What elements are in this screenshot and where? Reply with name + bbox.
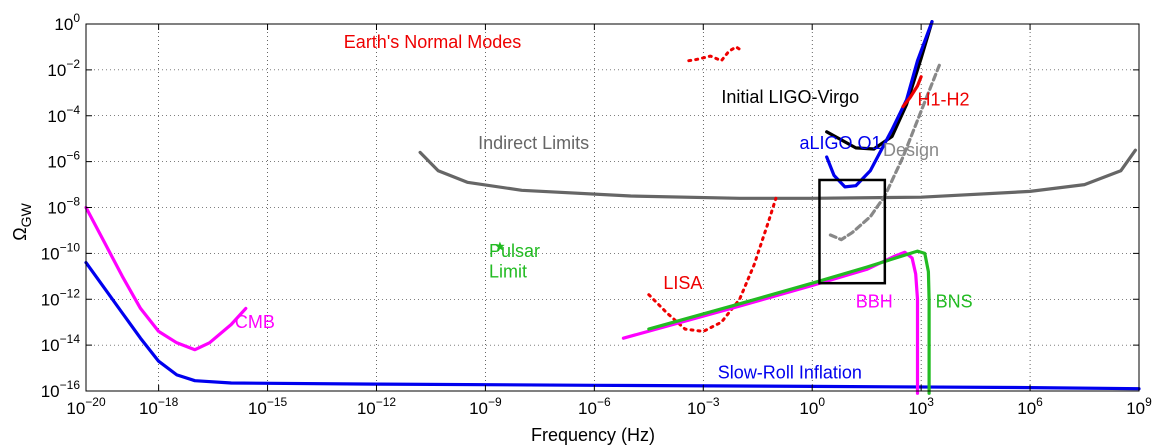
y-tick-label-exponent: −16 [60, 378, 81, 392]
x-tick-label: 100 [799, 395, 825, 418]
y-tick-label: 10−14 [41, 332, 81, 355]
annotation-cmb: CMB [235, 312, 275, 332]
y-tick-label: 10−12 [41, 286, 81, 309]
x-tick-label-exponent: −15 [267, 395, 288, 409]
x-tick-label-exponent: −6 [597, 395, 611, 409]
x-tick-label: 106 [1017, 395, 1043, 418]
annotation-aligo-o1: aLIGO O1 [799, 133, 881, 153]
annotation-bns: BNS [936, 291, 973, 311]
y-tick-label-base: 10 [47, 199, 66, 218]
tick-labels: 10−20 10−18 10−15 10−12 10−9 10−6 10−3 100 103 10… [41, 11, 1152, 418]
x-tick-label: 10−18 [139, 395, 179, 418]
y-tick-label-base: 10 [41, 290, 60, 309]
x-tick-label-base: 10 [1126, 399, 1145, 418]
x-tick-label-base: 10 [248, 399, 267, 418]
y-tick-label-exponent: −12 [60, 286, 81, 300]
x-tick-label: 10−15 [248, 395, 288, 418]
y-axis-title: ΩGW [10, 202, 34, 240]
series-cmb-line [84, 205, 248, 352]
y-tick-label-base: 10 [54, 15, 73, 34]
x-tick-label-base: 10 [357, 399, 376, 418]
x-tick-label-exponent: −9 [488, 395, 502, 409]
sensitivity-box [818, 178, 887, 285]
y-axis-title-symbol: Ω [10, 227, 30, 240]
series-design-line [828, 63, 941, 242]
x-tick-label-exponent: 0 [818, 395, 825, 409]
annotation-layer: Earth's Normal Modes Initial LIGO-Virgo H1… [235, 32, 973, 382]
x-tick-label-base: 10 [578, 399, 597, 418]
x-tick-label-exponent: −12 [376, 395, 397, 409]
y-tick-label-base: 10 [41, 336, 60, 355]
x-tick-label-base: 10 [687, 399, 706, 418]
y-tick-label-base: 10 [47, 153, 66, 172]
x-tick-label-exponent: −18 [158, 395, 179, 409]
x-tick-label-exponent: 3 [927, 395, 934, 409]
series-h1-h2-line [901, 75, 923, 109]
x-tick-label: 109 [1126, 395, 1152, 418]
x-tick-label-base: 10 [66, 399, 85, 418]
series-lisa-line [647, 196, 778, 333]
x-tick-label-base: 10 [1017, 399, 1036, 418]
x-tick-label: 10−3 [687, 395, 720, 418]
annotation-lisa: LISA [663, 273, 702, 293]
series-bns-line [647, 249, 931, 395]
x-tick-label: 10−9 [469, 395, 502, 418]
annotation-indirect-limits: Indirect Limits [478, 133, 589, 153]
marker-layer [495, 178, 887, 285]
x-tick-label-base: 10 [799, 399, 818, 418]
y-tick-label-exponent: −14 [60, 332, 81, 346]
y-tick-label: 10−16 [41, 378, 81, 401]
y-tick-label-base: 10 [47, 107, 66, 126]
series-initial-ligo-line [825, 20, 934, 151]
x-tick-label-base: 10 [469, 399, 488, 418]
y-tick-label: 10−4 [47, 103, 80, 126]
y-tick-label-base: 10 [47, 61, 66, 80]
svg-text:ΩGW: ΩGW [10, 202, 34, 240]
x-tick-label-exponent: −20 [85, 395, 106, 409]
y-tick-label-exponent: −4 [66, 103, 80, 117]
x-tick-label: 10−6 [578, 395, 611, 418]
y-tick-label-exponent: −2 [66, 57, 80, 71]
annotation-design: Design [883, 140, 939, 160]
x-tick-label-base: 10 [139, 399, 158, 418]
y-tick-label: 10−8 [47, 195, 80, 218]
x-tick-label: 103 [908, 395, 934, 418]
pulsar-limit-marker [495, 241, 505, 251]
y-tick-label: 10−6 [47, 149, 80, 172]
y-axis-title-subscript: GW [18, 202, 34, 227]
annotation-initial-ligo-virgo: Initial LIGO-Virgo [721, 87, 859, 107]
ticks [85, 23, 1140, 392]
y-tick-label-base: 10 [41, 244, 60, 263]
y-tick-label-exponent: −10 [60, 240, 81, 254]
x-tick-label-exponent: 9 [1145, 395, 1152, 409]
series-earth-modes-line [687, 45, 745, 63]
annotation-pulsar: Pulsar [489, 241, 540, 261]
annotation-bbh: BBH [856, 291, 893, 311]
annotation-limit: Limit [489, 261, 527, 281]
y-tick-label-exponent: −8 [66, 195, 80, 209]
y-tick-label-base: 10 [41, 382, 60, 401]
annotation-slow-roll-inflation: Slow-Roll Inflation [718, 362, 862, 382]
x-tick-label-exponent: −3 [706, 395, 720, 409]
x-tick-label-base: 10 [908, 399, 927, 418]
x-tick-label-exponent: 6 [1036, 395, 1043, 409]
y-tick-label-exponent: 0 [73, 11, 80, 25]
x-tick-label: 10−20 [66, 395, 106, 418]
x-tick-label: 10−12 [357, 395, 397, 418]
x-axis-title: Frequency (Hz) [531, 425, 655, 445]
y-tick-label-exponent: −6 [66, 149, 80, 163]
annotation-h1-h2: H1-H2 [918, 89, 970, 109]
y-tick-label: 100 [54, 11, 80, 34]
y-tick-label: 10−2 [47, 57, 80, 80]
series-bbh-line [621, 250, 920, 395]
annotation-earth-normal-modes: Earth's Normal Modes [344, 32, 522, 52]
y-tick-label: 10−10 [41, 240, 81, 263]
